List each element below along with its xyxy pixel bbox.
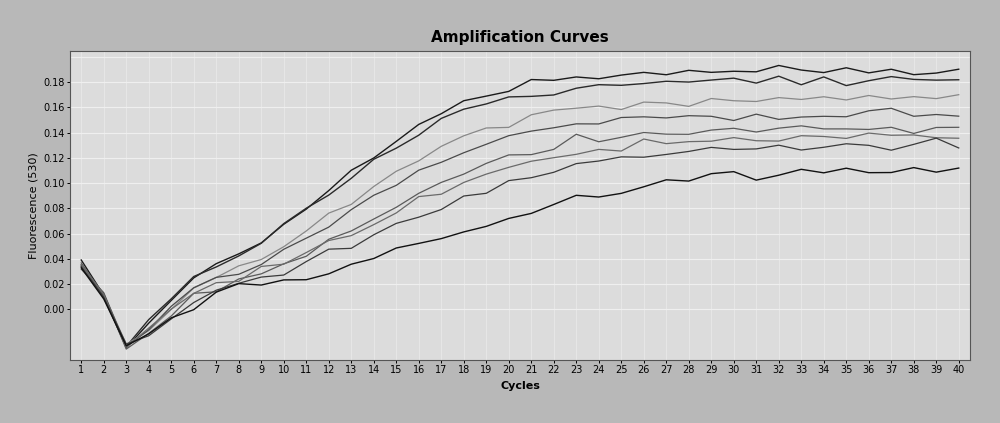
Title: Amplification Curves: Amplification Curves: [431, 30, 609, 45]
Y-axis label: Fluorescence (530): Fluorescence (530): [29, 152, 39, 258]
X-axis label: Cycles: Cycles: [500, 381, 540, 391]
